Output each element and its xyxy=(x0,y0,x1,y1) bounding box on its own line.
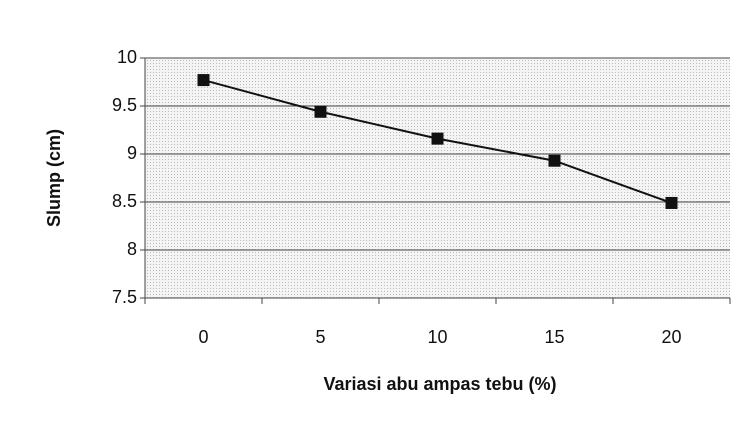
y-tick-label: 7.5 xyxy=(112,287,137,307)
data-point xyxy=(548,154,561,167)
y-tick-label: 8 xyxy=(127,239,137,259)
y-tick-label: 9 xyxy=(127,143,137,163)
plot-area xyxy=(145,58,730,298)
data-point xyxy=(197,74,210,87)
x-tick-label: 0 xyxy=(198,327,208,347)
x-tick-label: 10 xyxy=(427,327,447,347)
data-point xyxy=(314,105,327,118)
data-point xyxy=(665,196,678,209)
y-tick-label: 8.5 xyxy=(112,191,137,211)
x-axis-title: Variasi abu ampas tebu (%) xyxy=(323,374,556,394)
x-tick-label: 5 xyxy=(315,327,325,347)
x-tick-label: 15 xyxy=(544,327,564,347)
y-axis-title: Slump (cm) xyxy=(44,129,64,227)
y-tick-label: 10 xyxy=(117,47,137,67)
data-point xyxy=(431,132,444,145)
y-tick-label: 9.5 xyxy=(112,95,137,115)
x-tick-label: 20 xyxy=(661,327,681,347)
